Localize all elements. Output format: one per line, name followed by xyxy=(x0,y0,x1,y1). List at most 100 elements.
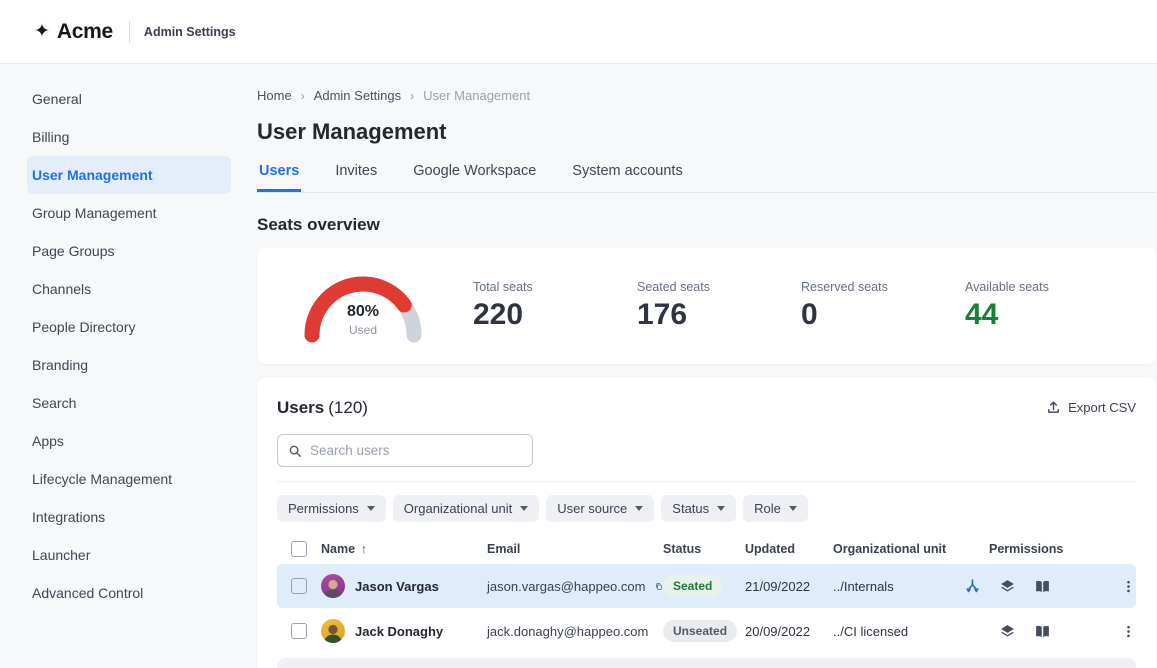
sidebar-item-user-management[interactable]: User Management xyxy=(27,156,231,194)
updated-cell: 21/09/2022 xyxy=(745,579,833,594)
brand-logo[interactable]: Acme xyxy=(57,20,113,44)
sidebar-item-search[interactable]: Search xyxy=(27,384,231,422)
name-cell: Jack Donaghy xyxy=(321,619,487,643)
filter-label: Status xyxy=(672,501,709,516)
column-header-email: Email xyxy=(487,542,663,556)
tab-invites[interactable]: Invites xyxy=(333,163,379,192)
chevron-right-icon: › xyxy=(410,89,414,103)
breadcrumb: Home › Admin Settings › User Management xyxy=(257,88,1156,103)
search-users-input[interactable] xyxy=(310,443,522,458)
topbar: ✦ Acme Admin Settings xyxy=(0,0,1157,64)
status-cell: Unseated xyxy=(663,620,745,642)
stat-value: 176 xyxy=(637,298,801,332)
filter-status[interactable]: Status xyxy=(661,495,736,522)
stat-total-seats: Total seats 220 xyxy=(473,280,637,332)
permissions-cell xyxy=(964,564,1136,608)
layers-icon[interactable] xyxy=(999,623,1016,640)
export-csv-label: Export CSV xyxy=(1068,400,1136,415)
stat-seated-seats: Seated seats 176 xyxy=(637,280,801,332)
stat-value: 0 xyxy=(801,298,965,332)
row-menu-kebab-icon[interactable] xyxy=(1121,623,1136,640)
updated-cell: 20/09/2022 xyxy=(745,624,833,639)
row-menu-kebab-icon[interactable] xyxy=(1121,578,1136,595)
breadcrumb-home[interactable]: Home xyxy=(257,88,292,103)
sidebar-item-advanced-control[interactable]: Advanced Control xyxy=(27,574,231,612)
row-checkbox[interactable] xyxy=(291,578,307,594)
caret-down-icon xyxy=(789,506,797,511)
column-header-permissions: Permissions xyxy=(964,542,1136,556)
search-icon xyxy=(288,444,302,458)
topbar-divider xyxy=(129,21,130,43)
stat-label: Reserved seats xyxy=(801,280,965,294)
page-title: User Management xyxy=(257,119,1156,145)
filter-label: Role xyxy=(754,501,781,516)
caret-down-icon xyxy=(635,506,643,511)
open-book-icon[interactable] xyxy=(1034,578,1051,595)
filter-user-source[interactable]: User source xyxy=(546,495,654,522)
column-header-name[interactable]: Name ↑ xyxy=(321,542,487,556)
sidebar-item-general[interactable]: General xyxy=(27,80,231,118)
users-count: (120) xyxy=(328,398,368,417)
sidebar-item-page-groups[interactable]: Page Groups xyxy=(27,232,231,270)
table-row[interactable] xyxy=(277,658,1136,668)
email-cell: jack.donaghy@happeo.com xyxy=(487,624,663,639)
name-cell: Jason Vargas xyxy=(321,574,487,598)
tab-system-accounts[interactable]: System accounts xyxy=(570,163,684,192)
layers-icon[interactable] xyxy=(999,578,1016,595)
table-row[interactable]: Jack Donaghy jack.donaghy@happeo.com Uns… xyxy=(277,609,1136,653)
upload-icon xyxy=(1046,400,1061,415)
filter-label: User source xyxy=(557,501,627,516)
filter-permissions[interactable]: Permissions xyxy=(277,495,386,522)
column-label: Name xyxy=(321,542,355,556)
sidebar-item-billing[interactable]: Billing xyxy=(27,118,231,156)
seats-overview-heading: Seats overview xyxy=(257,215,1156,235)
row-checkbox[interactable] xyxy=(291,623,307,639)
column-header-updated: Updated xyxy=(745,542,833,556)
sidebar-item-channels[interactable]: Channels xyxy=(27,270,231,308)
table-row[interactable]: Jason Vargas jason.vargas@happeo.com Sea… xyxy=(277,564,1136,608)
filter-label: Permissions xyxy=(288,501,359,516)
sparkle-icon: ✦ xyxy=(34,20,50,43)
tab-bar: Users Invites Google Workspace System ac… xyxy=(257,163,1156,193)
sidebar-item-group-management[interactable]: Group Management xyxy=(27,194,231,232)
tab-google-workspace[interactable]: Google Workspace xyxy=(411,163,538,192)
user-email: jack.donaghy@happeo.com xyxy=(487,624,648,639)
copy-email-icon[interactable] xyxy=(655,579,663,594)
filter-organizational-unit[interactable]: Organizational unit xyxy=(393,495,539,522)
users-heading-text: Users xyxy=(277,398,324,417)
stat-label: Available seats xyxy=(965,280,1129,294)
caret-down-icon xyxy=(520,506,528,511)
stat-value: 220 xyxy=(473,298,637,332)
column-header-org-unit: Organizational unit xyxy=(833,542,964,556)
search-users-box xyxy=(277,434,533,467)
sidebar-item-people-directory[interactable]: People Directory xyxy=(27,308,231,346)
seats-usage-gauge: 80% Used xyxy=(289,269,437,343)
breadcrumb-user-management: User Management xyxy=(423,88,530,103)
select-all-checkbox[interactable] xyxy=(291,541,307,557)
sidebar-item-integrations[interactable]: Integrations xyxy=(27,498,231,536)
tab-users[interactable]: Users xyxy=(257,163,301,192)
settings-sidebar: General Billing User Management Group Ma… xyxy=(0,64,257,668)
org-unit-cell: ../CI licensed xyxy=(833,624,964,639)
sidebar-item-lifecycle-management[interactable]: Lifecycle Management xyxy=(27,460,231,498)
stat-reserved-seats: Reserved seats 0 xyxy=(801,280,965,332)
lifecycle-branch-icon[interactable] xyxy=(964,578,981,595)
gauge-sub-label: Used xyxy=(289,323,437,337)
avatar xyxy=(321,574,345,598)
status-badge: Seated xyxy=(663,575,722,597)
sort-ascending-icon: ↑ xyxy=(361,542,367,556)
stat-value: 44 xyxy=(965,298,1129,332)
filter-role[interactable]: Role xyxy=(743,495,808,522)
sidebar-item-branding[interactable]: Branding xyxy=(27,346,231,384)
users-card: Users(120) Export CSV Permissions xyxy=(257,378,1156,668)
chevron-right-icon: › xyxy=(301,89,305,103)
sidebar-item-launcher[interactable]: Launcher xyxy=(27,536,231,574)
breadcrumb-admin-settings[interactable]: Admin Settings xyxy=(314,88,401,103)
open-book-icon[interactable] xyxy=(1034,623,1051,640)
sidebar-item-apps[interactable]: Apps xyxy=(27,422,231,460)
export-csv-button[interactable]: Export CSV xyxy=(1046,398,1136,415)
status-cell: Seated xyxy=(663,575,745,597)
seats-overview-card: 80% Used Total seats 220 Seated seats 17… xyxy=(257,248,1156,364)
status-badge: Unseated xyxy=(663,620,737,642)
permissions-cell xyxy=(964,609,1136,653)
